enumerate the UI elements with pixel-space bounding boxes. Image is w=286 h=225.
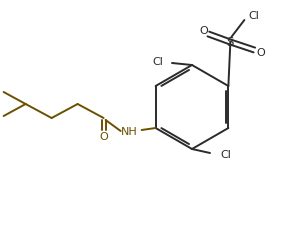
Text: O: O — [99, 132, 108, 142]
Text: Cl: Cl — [221, 150, 231, 160]
Text: S: S — [227, 36, 234, 49]
Text: NH: NH — [121, 127, 138, 137]
Text: O: O — [256, 48, 265, 58]
Text: Cl: Cl — [248, 11, 259, 21]
Text: O: O — [199, 26, 208, 36]
Text: Cl: Cl — [152, 57, 163, 67]
